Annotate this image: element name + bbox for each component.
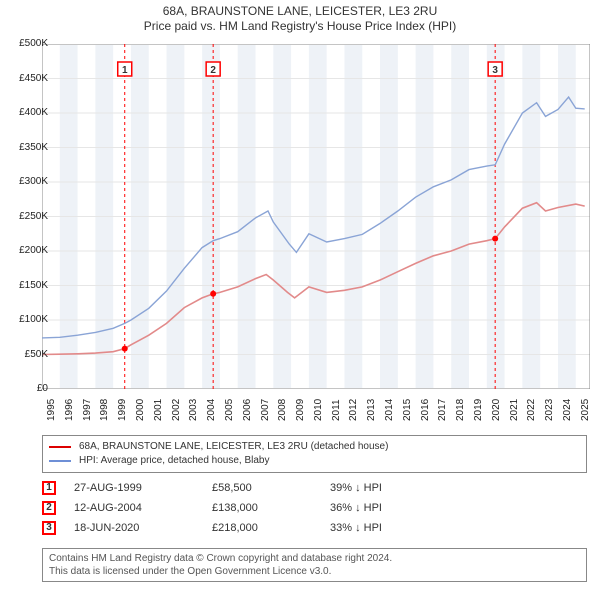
sale-delta: 36% ↓ HPI	[330, 498, 382, 518]
sale-row: 3 18-JUN-2020 £218,000 33% ↓ HPI	[42, 518, 382, 538]
legend: 68A, BRAUNSTONE LANE, LEICESTER, LE3 2RU…	[42, 435, 587, 473]
x-tick-label: 2022	[526, 399, 537, 421]
x-tick-label: 2007	[260, 399, 271, 421]
x-tick-label: 1999	[117, 399, 128, 421]
x-tick-label: 2006	[242, 399, 253, 421]
x-tick-label: 2019	[473, 399, 484, 421]
x-tick-label: 2005	[224, 399, 235, 421]
footer-line2: This data is licensed under the Open Gov…	[49, 565, 580, 578]
x-tick-label: 2014	[384, 399, 395, 421]
x-tick-label: 2004	[206, 399, 217, 421]
x-tick-label: 2003	[188, 399, 199, 421]
sale-price: £218,000	[212, 518, 312, 538]
footer: Contains HM Land Registry data © Crown c…	[42, 548, 587, 582]
y-tick-label: £0	[3, 383, 48, 394]
svg-text:1: 1	[122, 65, 128, 76]
x-tick-label: 2018	[455, 399, 466, 421]
y-tick-label: £300K	[3, 176, 48, 187]
y-tick-label: £150K	[3, 280, 48, 291]
sales-table: 1 27-AUG-1999 £58,500 39% ↓ HPI 2 12-AUG-2004…	[42, 478, 382, 538]
sale-delta: 33% ↓ HPI	[330, 518, 382, 538]
svg-text:2: 2	[210, 65, 216, 76]
x-tick-label: 2009	[295, 399, 306, 421]
title-address: 68A, BRAUNSTONE LANE, LEICESTER, LE3 2RU	[0, 4, 600, 18]
y-tick-label: £500K	[3, 38, 48, 49]
x-tick-label: 2017	[437, 399, 448, 421]
svg-text:3: 3	[492, 65, 498, 76]
sale-row: 1 27-AUG-1999 £58,500 39% ↓ HPI	[42, 478, 382, 498]
x-tick-label: 2016	[420, 399, 431, 421]
footer-line1: Contains HM Land Registry data © Crown c…	[49, 552, 580, 565]
chart-titles: 68A, BRAUNSTONE LANE, LEICESTER, LE3 2RU…	[0, 4, 600, 33]
x-tick-label: 2008	[277, 399, 288, 421]
x-tick-label: 2013	[366, 399, 377, 421]
x-tick-label: 2010	[313, 399, 324, 421]
y-tick-label: £50K	[3, 349, 48, 360]
legend-item-price: 68A, BRAUNSTONE LANE, LEICESTER, LE3 2RU…	[49, 440, 580, 454]
y-tick-label: £350K	[3, 142, 48, 153]
x-tick-label: 2015	[402, 399, 413, 421]
x-tick-label: 1998	[99, 399, 110, 421]
y-tick-label: £200K	[3, 245, 48, 256]
legend-swatch-hpi	[49, 460, 71, 462]
y-tick-label: £450K	[3, 73, 48, 84]
y-tick-label: £400K	[3, 107, 48, 118]
sale-delta: 39% ↓ HPI	[330, 478, 382, 498]
legend-item-hpi: HPI: Average price, detached house, Blab…	[49, 454, 580, 468]
sale-number-box: 2	[42, 501, 56, 515]
chart-area: 1 2 3	[42, 44, 590, 389]
sale-date: 18-JUN-2020	[74, 518, 194, 538]
sale-price: £58,500	[212, 478, 312, 498]
x-tick-label: 1995	[46, 399, 57, 421]
legend-label-hpi: HPI: Average price, detached house, Blab…	[79, 454, 270, 468]
x-tick-label: 2001	[153, 399, 164, 421]
legend-swatch-price	[49, 446, 71, 448]
x-tick-label: 2000	[135, 399, 146, 421]
x-tick-label: 2020	[491, 399, 502, 421]
sale-date: 27-AUG-1999	[74, 478, 194, 498]
sale-number-box: 1	[42, 481, 56, 495]
sale-price: £138,000	[212, 498, 312, 518]
sale-number-box: 3	[42, 521, 56, 535]
y-tick-label: £250K	[3, 211, 48, 222]
x-tick-label: 2012	[348, 399, 359, 421]
x-tick-label: 2024	[562, 399, 573, 421]
x-tick-label: 2025	[580, 399, 591, 421]
chart-svg: 1 2 3	[42, 44, 590, 389]
legend-label-price: 68A, BRAUNSTONE LANE, LEICESTER, LE3 2RU…	[79, 440, 388, 454]
y-tick-label: £100K	[3, 314, 48, 325]
x-tick-label: 2002	[171, 399, 182, 421]
x-tick-label: 2011	[331, 399, 342, 421]
x-tick-label: 2023	[544, 399, 555, 421]
title-subtitle: Price paid vs. HM Land Registry's House …	[0, 19, 600, 33]
x-tick-label: 1996	[64, 399, 75, 421]
sale-row: 2 12-AUG-2004 £138,000 36% ↓ HPI	[42, 498, 382, 518]
x-tick-label: 2021	[509, 399, 520, 421]
sale-date: 12-AUG-2004	[74, 498, 194, 518]
x-tick-label: 1997	[82, 399, 93, 421]
